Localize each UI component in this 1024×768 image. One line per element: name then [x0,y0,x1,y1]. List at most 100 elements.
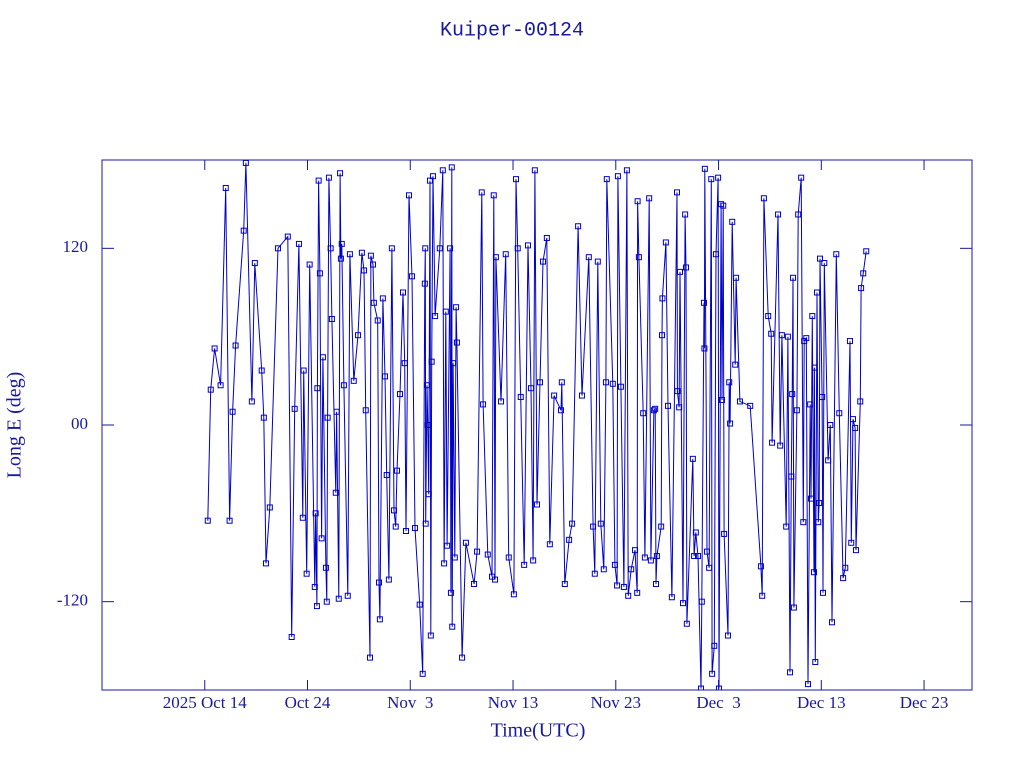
data-point [513,176,520,183]
data-point [591,570,598,577]
data-point [668,594,675,601]
data-point [327,245,334,252]
y-tick-label: 120 [63,237,89,256]
data-point [709,670,716,677]
data-point [708,176,715,183]
data-point [284,233,291,240]
data-point [385,576,392,583]
data-point [775,211,782,218]
data-point [222,184,229,191]
data-point [815,519,822,526]
data-point [724,632,731,639]
data-point [300,367,307,374]
data-point [312,510,319,517]
data-point [328,316,335,322]
data-point [712,251,719,258]
data-point [787,669,794,676]
data-point [788,473,795,480]
data-point [374,317,381,324]
data-point [635,254,642,261]
data-point [795,211,802,218]
data-point [634,198,641,205]
data-point [204,517,211,524]
data-point [689,455,696,462]
data-point [451,554,458,561]
data-point [632,547,639,554]
data-point [811,364,818,371]
data-point [248,398,255,405]
data-point [634,589,641,596]
data-point [641,554,648,561]
data-point [700,299,707,306]
data-point [392,523,399,530]
data-point [399,289,406,296]
data-point [825,457,832,464]
data-point [530,557,537,564]
data-point [502,251,509,258]
data-point [396,391,403,398]
data-point [662,239,669,246]
data-point [388,245,395,252]
data-point [367,252,374,259]
data-point [448,164,455,171]
data-point [790,274,797,281]
data-point [478,189,485,196]
data-point [765,313,772,320]
data-point [449,623,456,630]
data-point [534,501,540,508]
data-point [860,270,867,277]
data-point [602,379,609,386]
data-point [425,491,432,498]
data-point [315,177,322,184]
data-point [727,420,734,427]
data-point [211,345,218,352]
data-line [207,162,867,689]
data-point [594,258,601,265]
data-point [492,576,499,583]
data-point [350,377,357,384]
data-point [674,189,681,196]
data-point [401,360,408,367]
data-point [747,402,754,409]
data-point [715,174,722,181]
data-point [800,519,807,526]
data-point [706,564,713,571]
data-point [603,176,610,183]
data-point [721,530,728,537]
data-point [322,564,329,571]
data-point [846,338,853,345]
data-point [332,489,339,496]
data-point [736,398,743,405]
data-point [842,564,849,571]
x-tick-label: 2025 Oct 14 [163,693,248,712]
data-point [521,561,528,568]
x-tick-label: Nov 13 [488,693,539,712]
data-point [323,598,330,605]
data-point [531,167,538,174]
data-point [514,245,521,252]
data-point [432,313,439,320]
data-point [471,581,478,587]
data-point [760,195,767,202]
data-point [266,504,273,511]
data-point [729,218,736,225]
data-point [703,548,710,555]
chart-title: Kuiper-00124 [440,19,584,42]
data-point [569,520,576,527]
data-point [422,520,429,527]
data-point [726,379,733,386]
data-point [306,261,313,268]
data-point [857,398,864,405]
data-point [447,589,454,596]
data-point [768,330,775,337]
data-point [525,242,532,249]
data-point [376,579,383,586]
data-point [229,408,236,415]
data-point [578,392,585,399]
data-point [665,402,672,409]
data-point [809,313,816,320]
data-point [793,407,800,414]
x-tick-label: Dec 13 [797,693,846,712]
data-point [620,583,627,590]
